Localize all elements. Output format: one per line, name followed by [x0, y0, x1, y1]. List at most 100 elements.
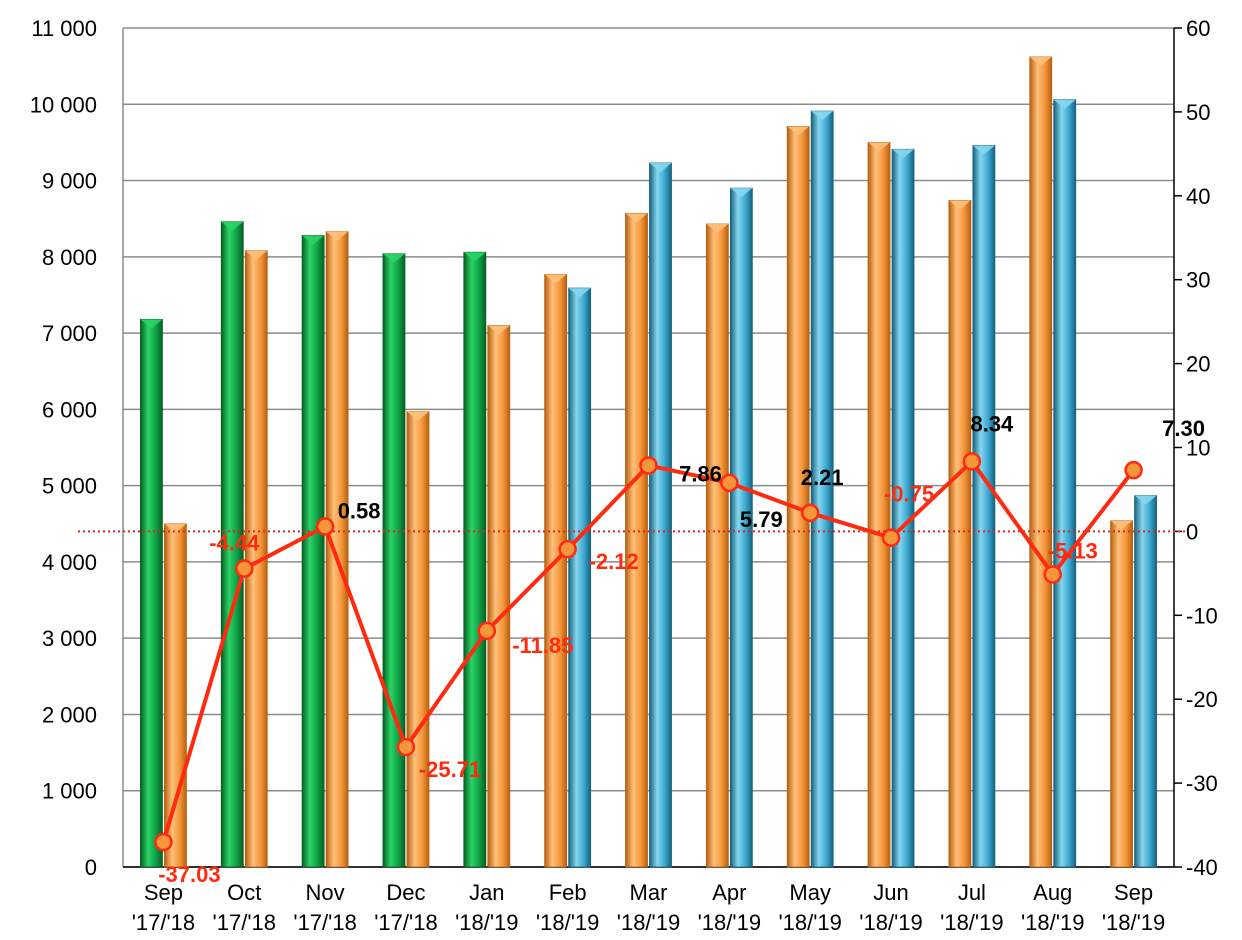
growth-line-point [1124, 460, 1143, 480]
x-tick-years: '18/'19 [698, 910, 761, 935]
growth-line-point [396, 737, 416, 757]
y-left-tick-label: 11 000 [31, 16, 97, 41]
y-left-tick-label: 0 [85, 855, 97, 880]
x-tick-years: '18/'19 [455, 910, 518, 935]
y-left-tick-label: 4 000 [42, 550, 97, 575]
bar-prev-year-cap [302, 235, 325, 245]
bar-prev-year-cap [382, 253, 405, 263]
bar-current-year-cap [164, 523, 187, 533]
axes: 0 1 000 2 000 3 000 4 000 5 000 6 000 7 000 8 00… [30, 16, 1218, 935]
bar-prev-year [705, 223, 729, 868]
data-labels: -37.03 -4.44 0.58 -25.71 -11.85 -2.12 7.86 5.79… [158, 411, 1205, 887]
x-tick-month: Oct [227, 880, 261, 905]
y-right-tick-label: 30 [1186, 268, 1210, 293]
bar-current-year-cap [487, 325, 510, 335]
x-tick-years: '18/'19 [536, 910, 599, 935]
y-left-tick-label: 7 000 [42, 321, 97, 346]
y-left-tick-label: 5 000 [42, 474, 97, 499]
y-right-tick-label: -10 [1186, 603, 1218, 628]
growth-data-label: 0.58 [338, 499, 381, 524]
x-tick-month: Dec [386, 880, 425, 905]
x-tick-years: '18/'19 [940, 910, 1003, 935]
growth-line [154, 452, 1143, 852]
growth-line-point [881, 528, 901, 547]
x-tick-month: Sep [144, 880, 183, 905]
x-tick-month: Jan [469, 880, 504, 905]
growth-data-label: -4.44 [209, 531, 260, 556]
bar-prev-year [948, 199, 972, 868]
x-tick-years: '18/'19 [778, 910, 841, 935]
bar-prev-year-cap [868, 142, 891, 152]
x-tick-month: Apr [712, 880, 746, 905]
growth-data-label: -0.75 [884, 482, 934, 507]
bar-prev-year [1029, 56, 1053, 868]
x-tick-years: '18/'19 [1102, 910, 1165, 935]
y-left-tick-label: 1 000 [42, 779, 97, 804]
bar-current-year-cap [245, 250, 268, 260]
growth-line-point [962, 452, 982, 471]
bar-prev-year-cap [1110, 520, 1133, 530]
growth-line-point [1043, 565, 1062, 584]
bar-prev-year-cap [787, 126, 810, 136]
bar-current-year-cap [811, 111, 834, 121]
bar-prev-year-cap [1029, 56, 1052, 66]
bar-current-year-cap [1053, 99, 1076, 109]
y-left-tick-label: 2 000 [42, 702, 97, 727]
bar-current-year [891, 148, 915, 868]
growth-data-label: -11.85 [512, 633, 573, 658]
x-tick-month: Jul [958, 880, 986, 905]
bar-current-year-cap [406, 411, 429, 421]
bar-prev-year-cap [948, 200, 971, 210]
y-right-tick-label: -20 [1186, 687, 1218, 712]
y-right-tick-label: 0 [1186, 519, 1198, 544]
x-tick-years: '17/'18 [293, 910, 356, 935]
y-left-tick-label: 9 000 [42, 169, 97, 194]
bar-current-year [164, 523, 187, 868]
x-tick-month: Feb [549, 880, 587, 905]
bar-current-year-cap [730, 188, 753, 198]
bar-prev-year [786, 125, 810, 868]
bar-prev-year [1110, 520, 1133, 868]
bar-current-year [1053, 99, 1077, 868]
bar-current-year [487, 325, 511, 868]
bar-prev-year-cap [140, 319, 163, 329]
bar-prev-year [382, 253, 406, 868]
growth-data-label: -5.13 [1048, 538, 1098, 563]
bar-current-year-cap [568, 288, 591, 298]
bar-prev-year [625, 212, 648, 868]
bar-current-year [1134, 495, 1157, 868]
x-tick-years: '17/'18 [213, 910, 276, 935]
growth-line-point [720, 473, 739, 493]
growth-data-label: 7.86 [679, 461, 722, 486]
y-right-tick-label: 60 [1186, 16, 1210, 41]
x-tick-month: Nov [306, 880, 345, 905]
bar-prev-year-cap [544, 274, 567, 284]
bars [140, 56, 1157, 868]
y-right-tick-label: -40 [1186, 855, 1218, 880]
growth-line-point [154, 832, 173, 852]
bar-current-year [568, 287, 592, 868]
bar-prev-year [140, 318, 163, 868]
bar-current-year-cap [1134, 495, 1157, 505]
x-tick-years: '18/'19 [617, 910, 680, 935]
bar-prev-year [301, 235, 325, 868]
gridlines [123, 27, 1174, 868]
y-left-tick-label: 3 000 [42, 626, 97, 651]
growth-data-label: 7.30 [1162, 416, 1205, 441]
growth-data-label: 2.21 [801, 465, 844, 490]
bar-current-year [325, 231, 349, 868]
growth-data-label: -2.12 [589, 549, 639, 574]
bar-current-year-cap [649, 163, 672, 173]
x-tick-month: Sep [1114, 880, 1153, 905]
bar-prev-year-cap [463, 252, 486, 262]
y-left-tick-label: 6 000 [42, 397, 97, 422]
bar-current-year [406, 411, 430, 868]
x-tick-month: Jun [873, 880, 908, 905]
y-right-tick-label: 50 [1186, 100, 1210, 125]
bar-current-year [649, 162, 672, 868]
y-left-tick-label: 8 000 [42, 245, 97, 270]
growth-line-point [558, 539, 577, 559]
x-tick-month: May [789, 880, 831, 905]
growth-line-point [235, 559, 254, 578]
